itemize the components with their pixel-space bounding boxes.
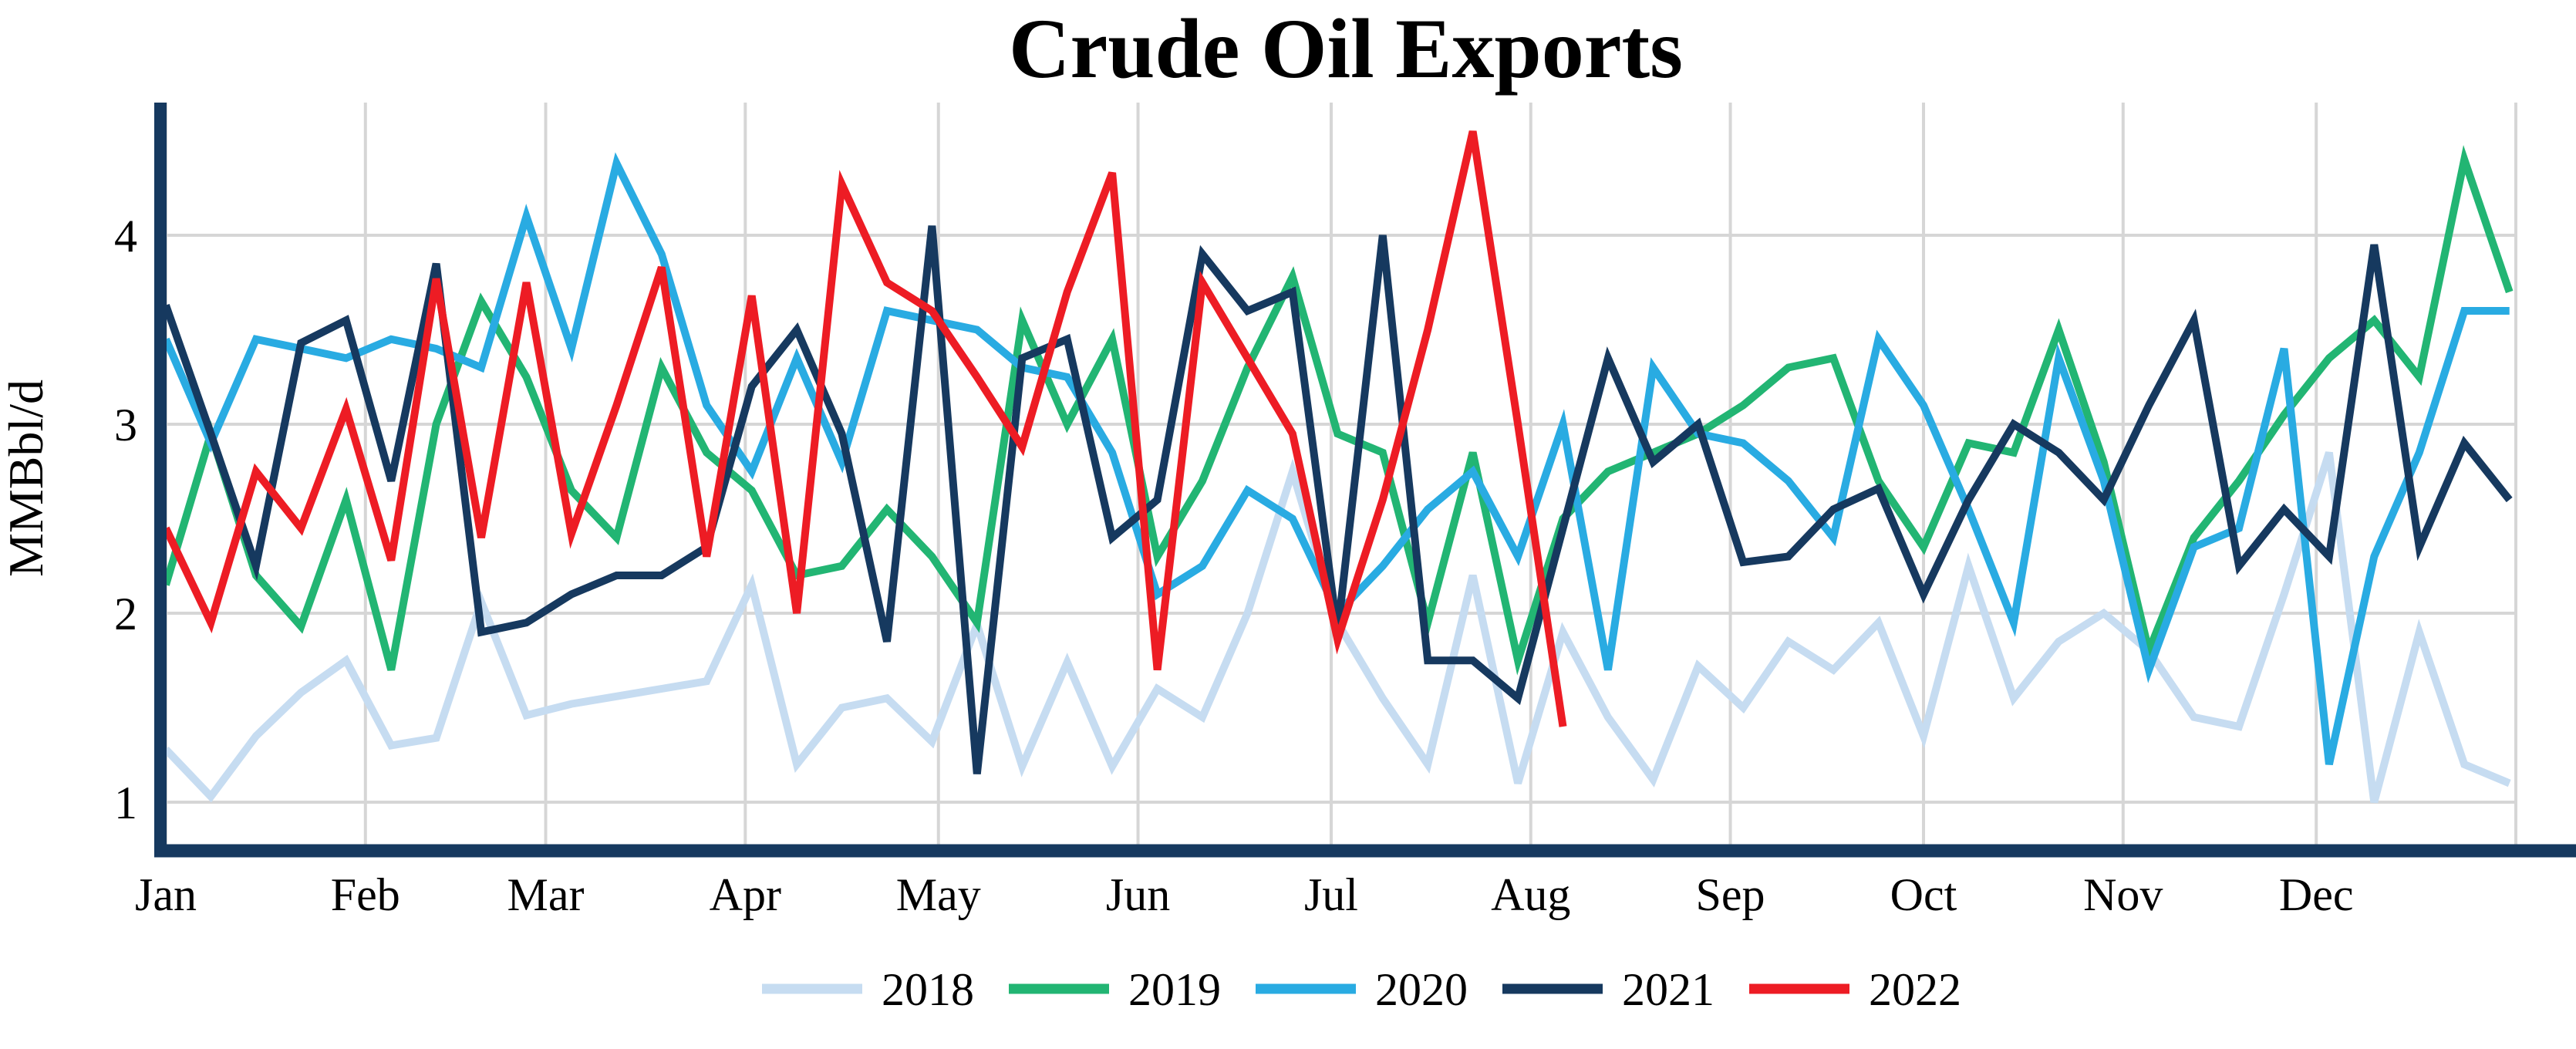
y-tick-1: 1	[114, 777, 137, 828]
legend-label-2021: 2021	[1622, 964, 1715, 1015]
legend-label-2019: 2019	[1128, 964, 1221, 1015]
chart-title: Crude Oil Exports	[1009, 2, 1683, 96]
month-label-Feb: Feb	[331, 869, 400, 920]
gridlines	[158, 103, 2517, 851]
month-label-Nov: Nov	[2083, 869, 2163, 920]
legend-label-2018: 2018	[882, 964, 974, 1015]
month-label-Sep: Sep	[1696, 869, 1765, 920]
y-tick-labels: 1 2 3 4	[114, 211, 137, 828]
month-label-Oct: Oct	[1890, 869, 1957, 920]
month-label-Apr: Apr	[710, 869, 781, 920]
month-label-Dec: Dec	[2279, 869, 2354, 920]
legend-label-2022: 2022	[1869, 964, 1961, 1015]
legend-label-2020: 2020	[1375, 964, 1468, 1015]
month-label-Jul: Jul	[1304, 869, 1358, 920]
series-line-2022	[162, 130, 1567, 727]
month-label-Jan: Jan	[135, 869, 197, 920]
y-tick-3: 3	[114, 400, 137, 450]
y-tick-2: 2	[114, 589, 137, 639]
data-series	[162, 130, 2514, 804]
y-tick-4: 4	[114, 211, 137, 261]
y-axis-label: MMBbl/d	[0, 379, 53, 577]
month-label-Aug: Aug	[1491, 869, 1570, 920]
legend: 2018 2019 2020 2021 2022	[762, 964, 1961, 1015]
series-line-2020	[162, 152, 2510, 766]
month-label-May: May	[896, 869, 981, 920]
month-labels: Jan Feb Mar Apr May Jun Jul Aug Sep Oct Nov Dec	[135, 869, 2354, 920]
month-label-Jun: Jun	[1106, 869, 1170, 920]
month-label-Mar: Mar	[507, 869, 585, 920]
